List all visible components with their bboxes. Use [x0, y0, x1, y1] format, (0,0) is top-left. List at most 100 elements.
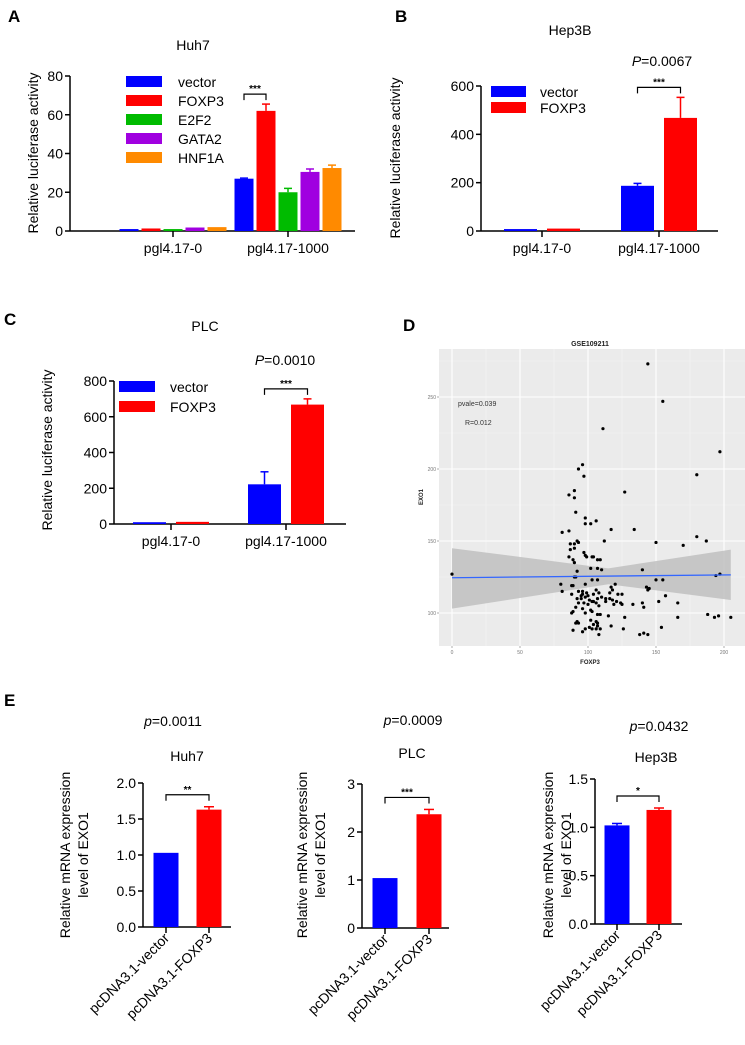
- scatter-point: [597, 604, 601, 608]
- chart-title: Hep3B: [549, 22, 592, 38]
- legend-swatch-foxp3: [126, 95, 162, 106]
- p-value: p=0.0011: [143, 713, 202, 729]
- scatter-point: [560, 589, 564, 594]
- scatter-point: [580, 630, 585, 634]
- y-tick-label: 0: [55, 223, 63, 239]
- panel-A: A Huh7 0 20 40 60 80 Relative luciferase activi…: [8, 7, 355, 256]
- scatter-point: [589, 618, 593, 622]
- scatter-point: [632, 527, 636, 532]
- y-tick-label: 200: [428, 467, 437, 473]
- y-tick-label: 600: [451, 78, 475, 94]
- p-value-text: =0.0011: [152, 713, 202, 729]
- scatter-point: [610, 598, 615, 602]
- bar-foxp3: [646, 809, 672, 924]
- scatter-point: [568, 542, 572, 546]
- scatter-point: [595, 624, 600, 628]
- scatter-point: [598, 627, 602, 631]
- scatter-point: [621, 627, 625, 631]
- scatter-point: [647, 586, 651, 591]
- scatter-point: [610, 588, 615, 592]
- scatter-point: [559, 582, 563, 586]
- x-tick-label: pgl4.17-0: [144, 240, 203, 256]
- x-axis-label: FOXP3: [580, 660, 600, 666]
- scatter-point: [580, 592, 585, 596]
- y-tick-label: 250: [428, 395, 437, 401]
- panel-label: D: [403, 316, 415, 335]
- scatter-point: [608, 597, 612, 601]
- bar-vector-0: [504, 229, 537, 231]
- panel-label: C: [4, 310, 16, 329]
- scatter-point: [560, 530, 564, 534]
- y-tick-label: 1.5: [117, 811, 137, 827]
- p-value-prefix: P: [255, 352, 265, 368]
- scatter-point: [572, 496, 577, 500]
- p-value: p=0.0009: [383, 712, 443, 728]
- panel-label: A: [8, 7, 20, 26]
- y-axis-label: Relative luciferase activity: [25, 72, 41, 233]
- scatter-point: [712, 615, 717, 619]
- scatter-point: [638, 633, 642, 637]
- y-tick-label: 150: [428, 539, 437, 545]
- panel-B: B Hep3B P=0.0067 0 200 400 600 Relative lucifer…: [387, 7, 718, 256]
- annotation-r: R=0.012: [465, 420, 492, 427]
- y-tick-label: 800: [84, 373, 108, 389]
- scatter-point: [595, 578, 600, 582]
- y-axis-label: Relative mRNA expression: [57, 772, 73, 939]
- x-tick-label: pgl4.17-1000: [618, 240, 700, 256]
- scatter-point: [575, 597, 579, 601]
- scatter-point: [571, 628, 575, 632]
- scatter-point: [598, 612, 602, 617]
- bar-vector: [604, 825, 630, 924]
- chart-title: PLC: [191, 318, 218, 334]
- bar-foxp3-1: [256, 110, 276, 231]
- scatter-point: [718, 450, 722, 454]
- y-tick-label: 40: [47, 146, 63, 162]
- y-tick-label: 0.0: [569, 916, 589, 932]
- chart-title: Huh7: [170, 748, 204, 764]
- scatter-point: [580, 607, 585, 611]
- y-axis-label: Relative luciferase activity: [387, 77, 403, 238]
- legend-label: FOXP3: [540, 100, 586, 116]
- scatter-point: [595, 612, 600, 617]
- legend-swatch-vector: [126, 76, 162, 87]
- bar-vector-1: [621, 185, 654, 231]
- legend-label: vector: [540, 84, 578, 100]
- y-tick-label: 1.0: [117, 847, 137, 863]
- significance-bracket: [636, 86, 682, 94]
- p-value-text: =0.0009: [391, 712, 442, 728]
- chart-title: PLC: [398, 745, 425, 761]
- y-tick-label: 80: [47, 68, 63, 84]
- scatter-point: [583, 611, 587, 615]
- legend-swatch-foxp3: [491, 102, 526, 113]
- scatter-point: [595, 621, 600, 625]
- x-tick-label: pcDNA3.1-FOXP3: [343, 931, 435, 1023]
- panel-E2: PLC p=0.0009 0 1 2 3 Relative mRNA expression l…: [294, 712, 449, 1023]
- scatter-point: [589, 522, 593, 526]
- scatter-point: [620, 602, 624, 606]
- scatter-point: [646, 362, 650, 366]
- scatter-point: [614, 599, 619, 604]
- x-tick-label: pgl4.17-0: [142, 533, 201, 549]
- scatter-point: [604, 599, 608, 604]
- panel-D: D GSE109211 0 50 100 150 200 100 150 200 250 FOXP3 E…: [403, 316, 745, 666]
- bar-vector-0: [119, 229, 139, 231]
- significance-bracket: [384, 796, 430, 804]
- scatter-point: [591, 592, 596, 596]
- legend-label: FOXP3: [178, 93, 224, 109]
- y-axis-label: Relative mRNA expression: [294, 772, 310, 939]
- scatter-point: [661, 399, 665, 403]
- scatter-point: [583, 627, 587, 631]
- scatter-point: [576, 589, 581, 594]
- scatter-point: [608, 591, 612, 595]
- panel-label: E: [4, 691, 15, 710]
- legend-label: E2F2: [178, 112, 212, 128]
- scatter-point: [594, 601, 598, 605]
- y-axis-label: EXO1: [419, 488, 425, 505]
- scatter-point: [576, 601, 581, 605]
- scatter-point: [609, 527, 613, 532]
- x-tick-label: 100: [584, 650, 593, 656]
- scatter-point: [572, 489, 577, 493]
- scatter-point: [716, 614, 721, 618]
- p-value-prefix: P: [632, 53, 642, 69]
